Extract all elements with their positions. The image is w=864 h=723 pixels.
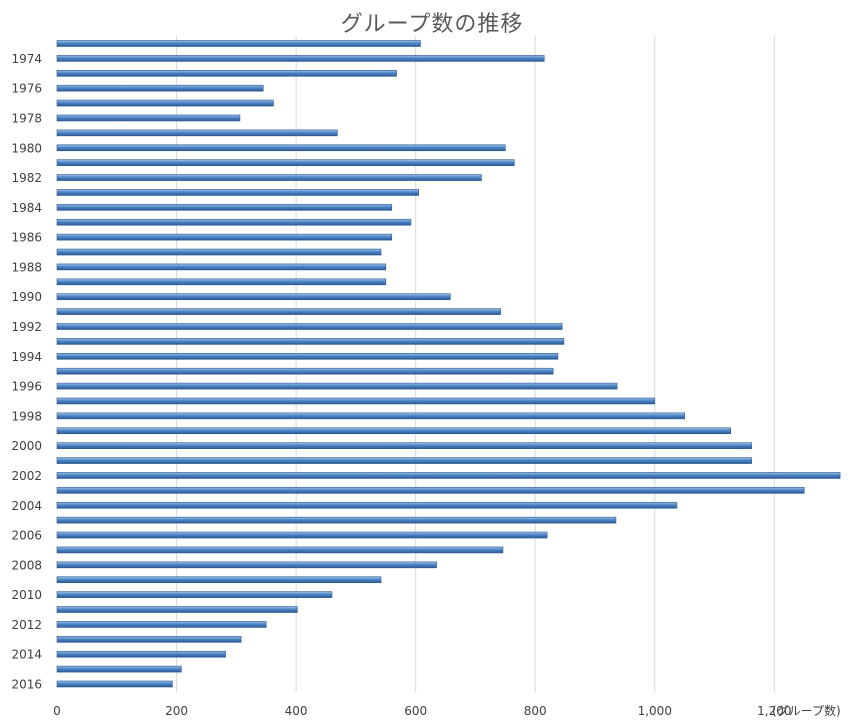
y-tick-label: 2000 [11, 439, 42, 453]
x-tick-label: 400 [285, 704, 308, 718]
bar-1984 [56, 204, 393, 211]
x-tick-label: 0 [53, 704, 61, 718]
y-tick-label: 2012 [11, 618, 42, 632]
y-tick-label: 1998 [11, 409, 42, 423]
x-tick-label: 600 [404, 704, 427, 718]
x-axis-ticks: 0 200 400 600 800 1,000 1,200 [53, 704, 791, 718]
bar-2008 [56, 561, 437, 569]
bar-1980 [56, 144, 506, 152]
y-tick-label: 2010 [11, 588, 42, 602]
bar-2003 [56, 487, 805, 494]
bar-2009 [56, 576, 382, 584]
bar-1996 [56, 382, 618, 390]
bar-1999 [56, 427, 731, 435]
bar-2000 [56, 442, 752, 449]
bar-2002 [56, 472, 841, 479]
y-tick-label: 1978 [11, 111, 42, 125]
y-tick-label: 2014 [11, 648, 42, 662]
y-tick-label: 1980 [11, 141, 42, 155]
y-axis-ticks: 1974 1976 1978 1980 1982 1984 1986 1988 1990 1992… [11, 52, 42, 692]
y-tick-label: 2002 [11, 469, 42, 483]
bar-2011 [56, 606, 298, 613]
bar-2007 [56, 546, 504, 554]
bar-2012 [56, 621, 267, 628]
bar-1993 [56, 338, 565, 345]
x-tick-label: 800 [524, 704, 547, 718]
bar-2015 [56, 665, 182, 673]
bar-1988 [56, 263, 387, 271]
bar-2001 [56, 457, 752, 464]
bar-1976 [56, 84, 264, 92]
bar-1975 [56, 69, 397, 77]
bar-1990 [56, 293, 451, 301]
bar-1979 [56, 129, 338, 137]
bar-1983 [56, 189, 419, 196]
bar-1994 [56, 353, 559, 360]
y-tick-label: 2006 [11, 529, 42, 543]
bar-1987 [56, 248, 382, 256]
bars [56, 40, 841, 688]
bar-1977 [56, 99, 274, 107]
bar-2004 [56, 501, 678, 509]
bar-1991 [56, 308, 501, 315]
bar-1986 [56, 233, 393, 241]
y-tick-label: 1984 [11, 201, 42, 215]
bar-2016 [56, 680, 173, 688]
bar-2013 [56, 636, 242, 643]
chart-title: グループ数の推移 [340, 12, 524, 37]
x-tick-label: 1,200 [757, 704, 791, 718]
bar-1997 [56, 397, 656, 405]
y-tick-label: 1988 [11, 260, 42, 274]
y-tick-label: 1994 [11, 350, 42, 364]
bar-1995 [56, 367, 554, 375]
bar-1974 [56, 55, 545, 62]
bar-1985 [56, 218, 412, 226]
bar-1992 [56, 323, 563, 330]
y-tick-label: 1990 [11, 290, 42, 304]
bar-1973 [56, 40, 421, 47]
bar-1998 [56, 412, 685, 420]
y-tick-label: 1992 [11, 320, 42, 334]
bar-1981 [56, 159, 515, 166]
y-tick-label: 1976 [11, 82, 42, 96]
bar-2014 [56, 650, 226, 658]
x-tick-label: 1,000 [638, 704, 672, 718]
x-axis-unit-label: (グループ数) [772, 703, 841, 718]
bar-2010 [56, 591, 333, 598]
bar-1982 [56, 174, 482, 181]
y-tick-label: 1974 [11, 52, 42, 66]
y-tick-label: 1982 [11, 171, 42, 185]
x-tick-label: 200 [165, 704, 188, 718]
bar-1978 [56, 114, 241, 122]
bar-2005 [56, 516, 617, 524]
y-tick-label: 1986 [11, 231, 42, 245]
bar-2006 [56, 531, 548, 539]
y-tick-label: 1996 [11, 380, 42, 394]
bar-1989 [56, 278, 387, 286]
y-tick-label: 2004 [11, 499, 42, 513]
y-tick-label: 2008 [11, 558, 42, 572]
y-tick-label: 2016 [11, 678, 42, 692]
